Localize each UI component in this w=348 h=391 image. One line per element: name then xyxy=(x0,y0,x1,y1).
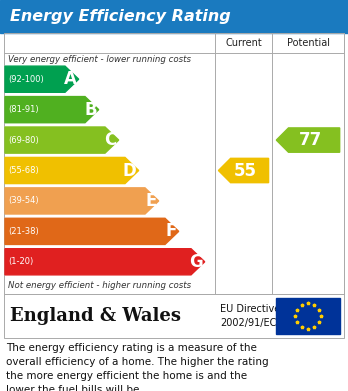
Polygon shape xyxy=(219,158,269,183)
Text: The energy efficiency rating is a measure of the
overall efficiency of a home. T: The energy efficiency rating is a measur… xyxy=(6,343,269,391)
Polygon shape xyxy=(5,188,159,214)
Text: Very energy efficient - lower running costs: Very energy efficient - lower running co… xyxy=(8,56,191,65)
Text: Energy Efficiency Rating: Energy Efficiency Rating xyxy=(10,9,231,24)
Text: 2002/91/EC: 2002/91/EC xyxy=(220,319,276,328)
Text: (81-91): (81-91) xyxy=(8,105,39,114)
Text: (1-20): (1-20) xyxy=(8,257,33,266)
Polygon shape xyxy=(5,127,119,153)
Bar xyxy=(4,33,344,294)
Text: England & Wales: England & Wales xyxy=(10,307,181,325)
Text: B: B xyxy=(84,100,97,118)
Polygon shape xyxy=(5,97,99,123)
Text: EU Directive: EU Directive xyxy=(220,303,280,314)
Text: Potential: Potential xyxy=(286,38,330,48)
Text: E: E xyxy=(145,192,157,210)
Polygon shape xyxy=(5,158,139,184)
Text: F: F xyxy=(165,222,177,240)
Text: 55: 55 xyxy=(234,161,257,179)
Text: (69-80): (69-80) xyxy=(8,136,39,145)
Bar xyxy=(276,298,340,334)
Text: 77: 77 xyxy=(298,131,322,149)
Text: (92-100): (92-100) xyxy=(8,75,44,84)
Polygon shape xyxy=(5,218,179,244)
Text: (39-54): (39-54) xyxy=(8,196,39,205)
Bar xyxy=(0,0,348,33)
Bar xyxy=(4,294,344,338)
Text: C: C xyxy=(104,131,117,149)
Text: D: D xyxy=(123,161,137,179)
Text: Current: Current xyxy=(225,38,262,48)
Text: A: A xyxy=(64,70,77,88)
Text: (21-38): (21-38) xyxy=(8,227,39,236)
Polygon shape xyxy=(276,128,340,152)
Text: G: G xyxy=(189,253,203,271)
Polygon shape xyxy=(5,66,79,92)
Text: (55-68): (55-68) xyxy=(8,166,39,175)
Polygon shape xyxy=(5,249,205,275)
Text: Not energy efficient - higher running costs: Not energy efficient - higher running co… xyxy=(8,282,191,291)
